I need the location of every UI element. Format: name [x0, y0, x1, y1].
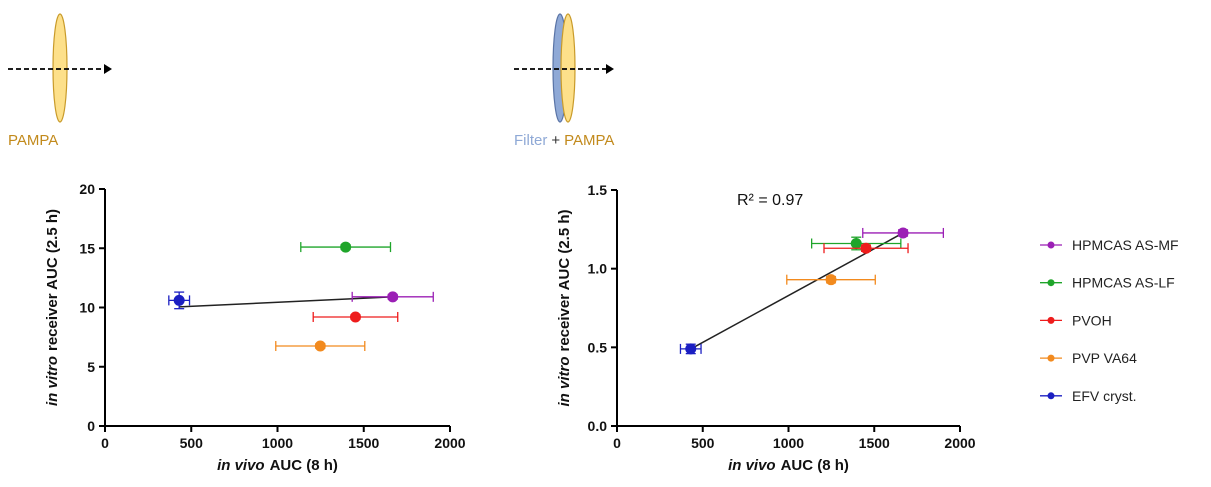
point — [387, 291, 399, 303]
point — [685, 343, 697, 355]
plus: + — [551, 132, 560, 149]
membrane — [560, 13, 576, 123]
annotation: R² = 0.97 — [737, 192, 803, 209]
x-label-italic: in vivo — [217, 457, 265, 474]
y-axis-label: in vitro receiver AUC (2.5 h) — [556, 209, 573, 406]
filter-label: Filter — [514, 132, 547, 149]
y-label-italic: in vitro — [44, 356, 61, 406]
point — [897, 227, 909, 239]
y-axis-label: in vitro receiver AUC (2.5 h) — [44, 209, 61, 406]
chart: 0 500 1000 1500 2000 0.0 0.5 1.0 1.5 in vivo AUC (… — [556, 182, 976, 474]
x-label-text: AUC (8 h) — [781, 457, 849, 474]
arrow-head — [104, 64, 112, 74]
x-tick-label: 0 — [613, 435, 621, 451]
x-label-text: AUC (8 h) — [270, 457, 338, 474]
y-label-text: receiver AUC (2.5 h) — [556, 209, 573, 351]
point — [340, 241, 352, 253]
legend-label: PVOH — [1072, 312, 1112, 328]
chart: 0 500 1000 1500 2000 0 5 10 15 20 in vivo AUC (8 h)… — [44, 181, 466, 474]
point — [314, 340, 326, 352]
point — [825, 274, 837, 286]
legend-marker — [1047, 279, 1055, 287]
y-tick-label: 0.0 — [588, 418, 608, 434]
legend-label: PVP VA64 — [1072, 350, 1137, 366]
x-tick-label: 2000 — [944, 435, 975, 451]
x-tick-label: 1500 — [348, 435, 379, 451]
point — [860, 242, 872, 254]
legend-marker — [1047, 241, 1055, 249]
pampa-label: PAMPA — [564, 132, 614, 149]
legend-label: HPMCAS AS-MF — [1072, 237, 1179, 253]
x-label-italic: in vivo — [728, 457, 776, 474]
x-tick-label: 1000 — [262, 435, 293, 451]
legend-marker — [1047, 392, 1055, 400]
point — [173, 294, 185, 306]
y-label-text: receiver AUC (2.5 h) — [44, 209, 61, 351]
filter-pampa-diagram: Filter + PAMPA — [514, 13, 614, 149]
pampa-diagram: PAMPA — [8, 13, 112, 149]
x-tick-label: 500 — [180, 435, 204, 451]
legend-marker — [1047, 316, 1055, 324]
diagram-label: PAMPA — [8, 132, 58, 149]
y-tick-label: 10 — [79, 300, 95, 316]
point — [349, 311, 361, 323]
x-axis-label: in vivo AUC (8 h) — [217, 457, 338, 474]
x-tick-label: 1500 — [859, 435, 890, 451]
y-label-italic: in vitro — [556, 357, 573, 407]
legend-marker — [1047, 354, 1055, 362]
legend-label: EFV cryst. — [1072, 388, 1137, 404]
x-tick-label: 2000 — [434, 435, 465, 451]
x-tick-label: 1000 — [773, 435, 804, 451]
fit-line — [690, 232, 904, 350]
legend-label: HPMCAS AS-LF — [1072, 275, 1175, 291]
y-tick-label: 1.5 — [588, 182, 608, 198]
x-tick-label: 0 — [101, 435, 109, 451]
fit-line — [179, 296, 393, 308]
y-tick-label: 0.5 — [588, 339, 608, 355]
arrow-head — [606, 64, 614, 74]
y-tick-label: 20 — [79, 181, 95, 197]
y-tick-label: 1.0 — [588, 261, 608, 277]
point — [850, 237, 862, 249]
y-tick-label: 0 — [87, 418, 95, 434]
y-tick-label: 15 — [79, 240, 95, 256]
membrane — [52, 13, 68, 123]
diagram-label: Filter + PAMPA — [514, 132, 614, 149]
x-tick-label: 500 — [691, 435, 715, 451]
x-axis-label: in vivo AUC (8 h) — [728, 457, 849, 474]
y-tick-label: 5 — [87, 359, 95, 375]
